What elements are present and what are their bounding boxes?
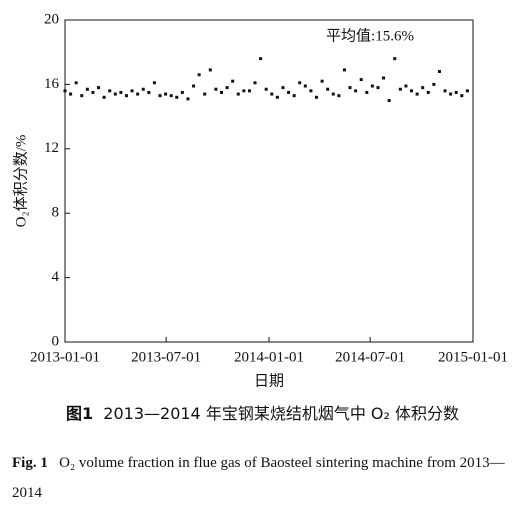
point	[382, 76, 386, 80]
point	[124, 94, 128, 98]
point	[97, 86, 101, 90]
point	[387, 99, 391, 102]
point	[298, 81, 302, 85]
x-tick-label: 2015-01-01	[438, 349, 508, 365]
point	[152, 81, 156, 85]
point	[253, 81, 257, 85]
point	[331, 92, 335, 96]
caption-text: O₂ volume fraction in flue gas of Baoste…	[12, 455, 505, 501]
point	[231, 79, 235, 83]
point	[426, 90, 430, 94]
point	[197, 73, 201, 77]
caption-en: Fig. 1 O₂ volume fraction in flue gas of…	[12, 448, 517, 508]
point	[74, 81, 78, 85]
point	[370, 84, 374, 88]
point	[404, 84, 408, 88]
point	[437, 70, 441, 74]
y-tick-label: 16	[44, 76, 60, 92]
point	[460, 94, 464, 98]
y-tick-label: 12	[44, 140, 59, 156]
point	[398, 87, 402, 91]
point	[449, 92, 453, 96]
point	[326, 87, 330, 91]
point	[270, 92, 274, 96]
point	[309, 89, 313, 93]
point	[342, 68, 346, 72]
point	[208, 68, 212, 72]
point	[337, 94, 341, 98]
point	[359, 78, 363, 82]
point	[432, 82, 436, 86]
point	[287, 90, 291, 94]
x-tick-label: 2014-07-01	[335, 349, 405, 365]
point	[393, 57, 397, 61]
y-tick-label: 20	[44, 11, 59, 27]
y-tick-label: 8	[52, 205, 60, 221]
point	[164, 92, 168, 96]
point	[63, 89, 67, 93]
point	[242, 89, 246, 93]
point	[247, 89, 251, 93]
caption-label: Fig. 1	[12, 455, 48, 471]
point	[275, 95, 279, 99]
point	[465, 89, 469, 93]
caption-label: 图1	[65, 404, 94, 423]
point	[443, 89, 447, 93]
point	[136, 92, 140, 96]
point	[376, 86, 380, 90]
x-tick-label: 2013-07-01	[131, 349, 201, 365]
point	[454, 90, 458, 94]
point	[192, 84, 196, 88]
annotation: 平均值:15.6%	[326, 27, 414, 44]
point	[421, 86, 425, 90]
point	[348, 86, 352, 90]
point	[147, 90, 151, 94]
point	[365, 90, 369, 94]
point	[236, 92, 240, 96]
point	[264, 87, 268, 91]
point	[91, 90, 95, 94]
y-axis-label: O₂体积分数/%	[12, 135, 29, 228]
point	[175, 95, 179, 99]
y-tick-label: 0	[52, 333, 60, 349]
point	[80, 94, 84, 98]
point	[141, 87, 145, 91]
point	[85, 87, 89, 91]
point	[292, 94, 296, 98]
caption-cn: 图1 2013—2014 年宝钢某烧结机烟气中 O₂ 体积分数	[0, 400, 525, 424]
point	[315, 95, 319, 99]
point	[410, 89, 414, 93]
point	[214, 87, 218, 91]
point	[158, 94, 162, 98]
point	[225, 86, 229, 90]
point	[320, 79, 324, 83]
x-tick-label: 2013-01-01	[30, 349, 100, 365]
x-tick-label: 2014-01-01	[234, 349, 304, 365]
plot-frame	[64, 19, 474, 343]
point	[69, 92, 73, 96]
point	[354, 89, 358, 93]
point	[169, 94, 173, 98]
chart: 平均值:15.6% 日期 O₂体积分数/% 0 4 8 12 16 20 2013-01-0…	[12, 11, 508, 389]
point	[186, 97, 190, 101]
point	[113, 92, 117, 96]
point	[259, 57, 263, 61]
point	[219, 90, 223, 94]
point	[130, 89, 134, 93]
y-tick-label: 4	[52, 269, 60, 285]
point	[180, 90, 184, 94]
point	[415, 92, 419, 96]
point	[102, 95, 106, 99]
point	[281, 86, 285, 90]
point	[119, 90, 123, 94]
point	[303, 84, 307, 88]
caption-text: 2013—2014 年宝钢某烧结机烟气中 O₂ 体积分数	[103, 404, 460, 423]
point	[108, 89, 112, 93]
x-axis-label: 日期	[254, 372, 284, 389]
point	[203, 92, 207, 96]
